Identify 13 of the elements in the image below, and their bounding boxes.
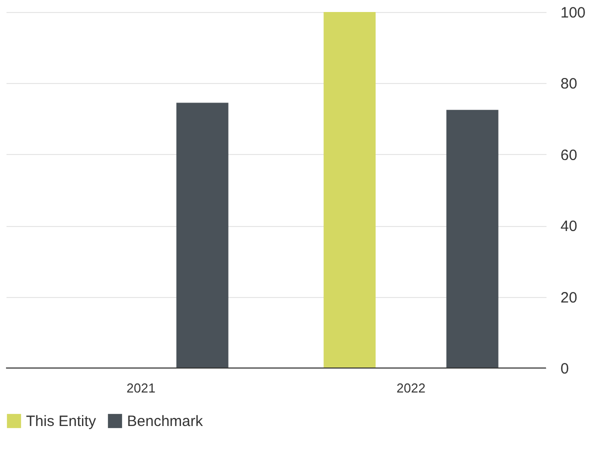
y-tick-label: 100: [560, 4, 586, 22]
bar: [324, 12, 376, 368]
y-tick-label: 80: [560, 76, 578, 93]
x-tick-label: 2022: [396, 380, 426, 396]
bar: [446, 110, 498, 368]
y-tick-label: 20: [560, 289, 578, 306]
x-tick-label: 2021: [126, 380, 156, 396]
y-tick-label: 0: [560, 360, 569, 378]
bar: [176, 102, 228, 368]
y-tick-label: 60: [560, 146, 578, 164]
y-tick-label: 40: [560, 218, 578, 236]
legend-label: Benchmark: [127, 413, 204, 430]
legend-label: This Entity: [26, 413, 97, 430]
